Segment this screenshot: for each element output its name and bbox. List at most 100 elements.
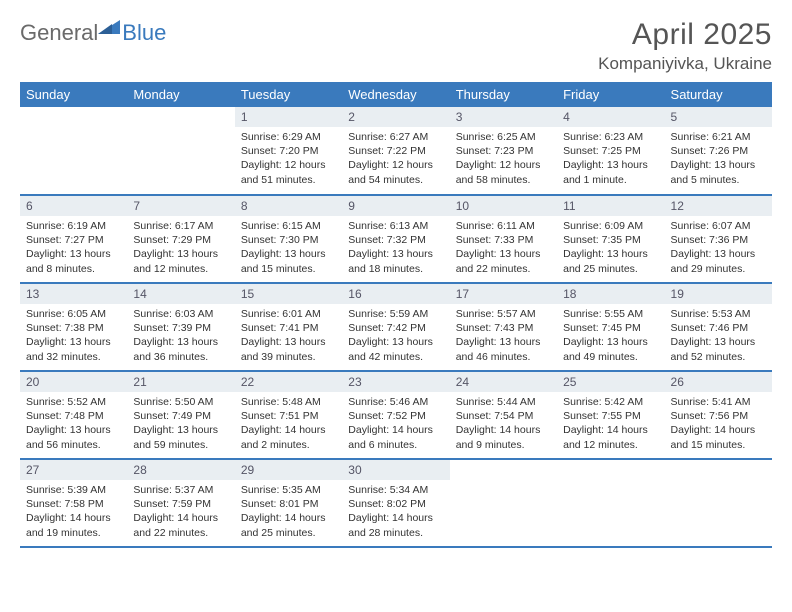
- cell-body: Sunrise: 6:11 AMSunset: 7:33 PMDaylight:…: [450, 216, 557, 282]
- sunrise-line: Sunrise: 5:41 AM: [671, 395, 766, 409]
- day-number: 23: [342, 372, 449, 392]
- sunset-line: Sunset: 7:51 PM: [241, 409, 336, 423]
- calendar-row: 13Sunrise: 6:05 AMSunset: 7:38 PMDayligh…: [20, 283, 772, 371]
- sunrise-line: Sunrise: 6:17 AM: [133, 219, 228, 233]
- daylight-line: Daylight: 13 hours and 15 minutes.: [241, 247, 336, 275]
- calendar-cell: 20Sunrise: 5:52 AMSunset: 7:48 PMDayligh…: [20, 371, 127, 459]
- daylight-line: Daylight: 14 hours and 28 minutes.: [348, 511, 443, 539]
- sunrise-line: Sunrise: 6:19 AM: [26, 219, 121, 233]
- day-number: 11: [557, 196, 664, 216]
- col-saturday: Saturday: [665, 82, 772, 107]
- cell-body: Sunrise: 5:52 AMSunset: 7:48 PMDaylight:…: [20, 392, 127, 458]
- sunset-line: Sunset: 7:49 PM: [133, 409, 228, 423]
- day-number: 1: [235, 107, 342, 127]
- calendar-cell: 5Sunrise: 6:21 AMSunset: 7:26 PMDaylight…: [665, 107, 772, 195]
- sunset-line: Sunset: 7:35 PM: [563, 233, 658, 247]
- sunset-line: Sunset: 7:41 PM: [241, 321, 336, 335]
- calendar-cell: 14Sunrise: 6:03 AMSunset: 7:39 PMDayligh…: [127, 283, 234, 371]
- col-friday: Friday: [557, 82, 664, 107]
- cell-body: Sunrise: 6:15 AMSunset: 7:30 PMDaylight:…: [235, 216, 342, 282]
- calendar-cell: 15Sunrise: 6:01 AMSunset: 7:41 PMDayligh…: [235, 283, 342, 371]
- day-number: 17: [450, 284, 557, 304]
- logo-triangle-icon: [98, 18, 120, 39]
- sunset-line: Sunset: 7:58 PM: [26, 497, 121, 511]
- sunset-line: Sunset: 7:43 PM: [456, 321, 551, 335]
- sunset-line: Sunset: 7:22 PM: [348, 144, 443, 158]
- calendar-row: 6Sunrise: 6:19 AMSunset: 7:27 PMDaylight…: [20, 195, 772, 283]
- sunrise-line: Sunrise: 6:15 AM: [241, 219, 336, 233]
- day-number: 4: [557, 107, 664, 127]
- day-number: 7: [127, 196, 234, 216]
- daylight-line: Daylight: 13 hours and 42 minutes.: [348, 335, 443, 363]
- daylight-line: Daylight: 13 hours and 52 minutes.: [671, 335, 766, 363]
- sunrise-line: Sunrise: 6:13 AM: [348, 219, 443, 233]
- sunset-line: Sunset: 7:59 PM: [133, 497, 228, 511]
- sunrise-line: Sunrise: 6:11 AM: [456, 219, 551, 233]
- col-wednesday: Wednesday: [342, 82, 449, 107]
- day-number: 19: [665, 284, 772, 304]
- calendar-row: 27Sunrise: 5:39 AMSunset: 7:58 PMDayligh…: [20, 459, 772, 547]
- sunrise-line: Sunrise: 6:07 AM: [671, 219, 766, 233]
- daylight-line: Daylight: 13 hours and 1 minute.: [563, 158, 658, 186]
- calendar-cell: 6Sunrise: 6:19 AMSunset: 7:27 PMDaylight…: [20, 195, 127, 283]
- calendar-cell: 2Sunrise: 6:27 AMSunset: 7:22 PMDaylight…: [342, 107, 449, 195]
- sunset-line: Sunset: 7:20 PM: [241, 144, 336, 158]
- calendar-table: Sunday Monday Tuesday Wednesday Thursday…: [20, 82, 772, 548]
- calendar-row: 20Sunrise: 5:52 AMSunset: 7:48 PMDayligh…: [20, 371, 772, 459]
- col-sunday: Sunday: [20, 82, 127, 107]
- cell-body: Sunrise: 6:07 AMSunset: 7:36 PMDaylight:…: [665, 216, 772, 282]
- cell-body: Sunrise: 6:05 AMSunset: 7:38 PMDaylight:…: [20, 304, 127, 370]
- calendar-cell: 10Sunrise: 6:11 AMSunset: 7:33 PMDayligh…: [450, 195, 557, 283]
- calendar-cell: [450, 459, 557, 547]
- day-number: 28: [127, 460, 234, 480]
- day-number: 21: [127, 372, 234, 392]
- day-number: 8: [235, 196, 342, 216]
- daylight-line: Daylight: 13 hours and 49 minutes.: [563, 335, 658, 363]
- day-number: 26: [665, 372, 772, 392]
- calendar-cell: 3Sunrise: 6:25 AMSunset: 7:23 PMDaylight…: [450, 107, 557, 195]
- daylight-line: Daylight: 13 hours and 32 minutes.: [26, 335, 121, 363]
- sunrise-line: Sunrise: 5:50 AM: [133, 395, 228, 409]
- daylight-line: Daylight: 13 hours and 25 minutes.: [563, 247, 658, 275]
- brand-logo: General Blue: [20, 18, 166, 47]
- cell-body: Sunrise: 5:35 AMSunset: 8:01 PMDaylight:…: [235, 480, 342, 546]
- daylight-line: Daylight: 13 hours and 56 minutes.: [26, 423, 121, 451]
- cell-body: Sunrise: 6:25 AMSunset: 7:23 PMDaylight:…: [450, 127, 557, 193]
- sunrise-line: Sunrise: 5:53 AM: [671, 307, 766, 321]
- cell-body: Sunrise: 5:44 AMSunset: 7:54 PMDaylight:…: [450, 392, 557, 458]
- sunrise-line: Sunrise: 5:34 AM: [348, 483, 443, 497]
- day-number: 5: [665, 107, 772, 127]
- sunrise-line: Sunrise: 5:52 AM: [26, 395, 121, 409]
- sunset-line: Sunset: 7:23 PM: [456, 144, 551, 158]
- sunset-line: Sunset: 7:46 PM: [671, 321, 766, 335]
- title-block: April 2025 Kompaniyivka, Ukraine: [598, 18, 772, 74]
- sunrise-line: Sunrise: 6:05 AM: [26, 307, 121, 321]
- calendar-cell: 24Sunrise: 5:44 AMSunset: 7:54 PMDayligh…: [450, 371, 557, 459]
- day-number: 15: [235, 284, 342, 304]
- daylight-line: Daylight: 13 hours and 5 minutes.: [671, 158, 766, 186]
- sunrise-line: Sunrise: 5:55 AM: [563, 307, 658, 321]
- daylight-line: Daylight: 13 hours and 8 minutes.: [26, 247, 121, 275]
- calendar-cell: 11 Sunrise: 6:09 AMSunset: 7:35 PMDayligh…: [557, 195, 664, 283]
- daylight-line: Daylight: 13 hours and 39 minutes.: [241, 335, 336, 363]
- day-number: 27: [20, 460, 127, 480]
- calendar-cell: 25Sunrise: 5:42 AMSunset: 7:55 PMDayligh…: [557, 371, 664, 459]
- col-monday: Monday: [127, 82, 234, 107]
- calendar-cell: 23Sunrise: 5:46 AMSunset: 7:52 PMDayligh…: [342, 371, 449, 459]
- cell-body: Sunrise: 5:41 AMSunset: 7:56 PMDaylight:…: [665, 392, 772, 458]
- day-number: 2: [342, 107, 449, 127]
- day-number: 30: [342, 460, 449, 480]
- calendar-cell: 1Sunrise: 6:29 AMSunset: 7:20 PMDaylight…: [235, 107, 342, 195]
- cell-body: Sunrise: 5:59 AMSunset: 7:42 PMDaylight:…: [342, 304, 449, 370]
- day-number: 18: [557, 284, 664, 304]
- calendar-body: 1Sunrise: 6:29 AMSunset: 7:20 PMDaylight…: [20, 107, 772, 547]
- sunset-line: Sunset: 7:36 PM: [671, 233, 766, 247]
- sunset-line: Sunset: 7:56 PM: [671, 409, 766, 423]
- sunrise-line: Sunrise: 5:57 AM: [456, 307, 551, 321]
- daylight-line: Daylight: 13 hours and 12 minutes.: [133, 247, 228, 275]
- daylight-line: Daylight: 14 hours and 12 minutes.: [563, 423, 658, 451]
- calendar-cell: 8Sunrise: 6:15 AMSunset: 7:30 PMDaylight…: [235, 195, 342, 283]
- cell-body: Sunrise: 6:13 AMSunset: 7:32 PMDaylight:…: [342, 216, 449, 282]
- sunrise-line: Sunrise: 6:09 AM: [563, 219, 658, 233]
- calendar-cell: 21Sunrise: 5:50 AMSunset: 7:49 PMDayligh…: [127, 371, 234, 459]
